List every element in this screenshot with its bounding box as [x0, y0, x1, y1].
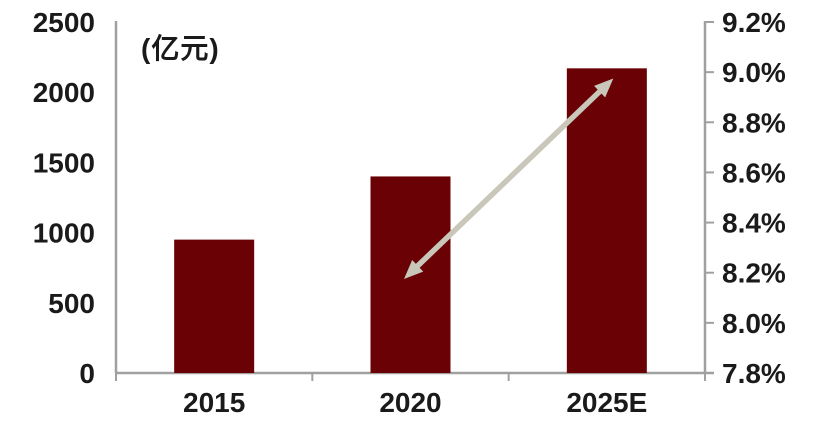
trend-arrow-line: [408, 82, 609, 275]
left-axis-tick-label: 2000: [33, 77, 95, 108]
right-axis-tick-label: 8.2%: [722, 258, 786, 289]
x-axis-category-label: 2020: [379, 387, 441, 418]
right-axis-tick-label: 8.4%: [722, 208, 786, 239]
bar-2015: [174, 239, 255, 373]
x-axis-category-label: 2025E: [566, 387, 647, 418]
right-axis-tick-label: 9.0%: [722, 57, 786, 88]
right-axis-tick-label: 8.0%: [722, 308, 786, 339]
right-axis-tick-label: 8.6%: [722, 157, 786, 188]
x-axis-category-label: 2015: [183, 387, 245, 418]
left-axis-tick-label: 1000: [33, 218, 95, 249]
bar-2025E: [566, 68, 647, 373]
left-axis-tick-label: 0: [79, 358, 95, 389]
left-axis-tick-label: 500: [48, 288, 95, 319]
trend-arrowhead-end: [594, 78, 614, 98]
trend-arrowhead-start: [404, 260, 424, 279]
left-axis-unit-label: (亿元): [141, 33, 220, 64]
right-axis-tick-label: 7.8%: [722, 358, 786, 389]
right-axis-tick-label: 9.2%: [722, 7, 786, 38]
left-axis-tick-label: 2500: [33, 7, 95, 38]
left-axis-tick-label: 1500: [33, 147, 95, 178]
right-axis-tick-label: 8.8%: [722, 107, 786, 138]
